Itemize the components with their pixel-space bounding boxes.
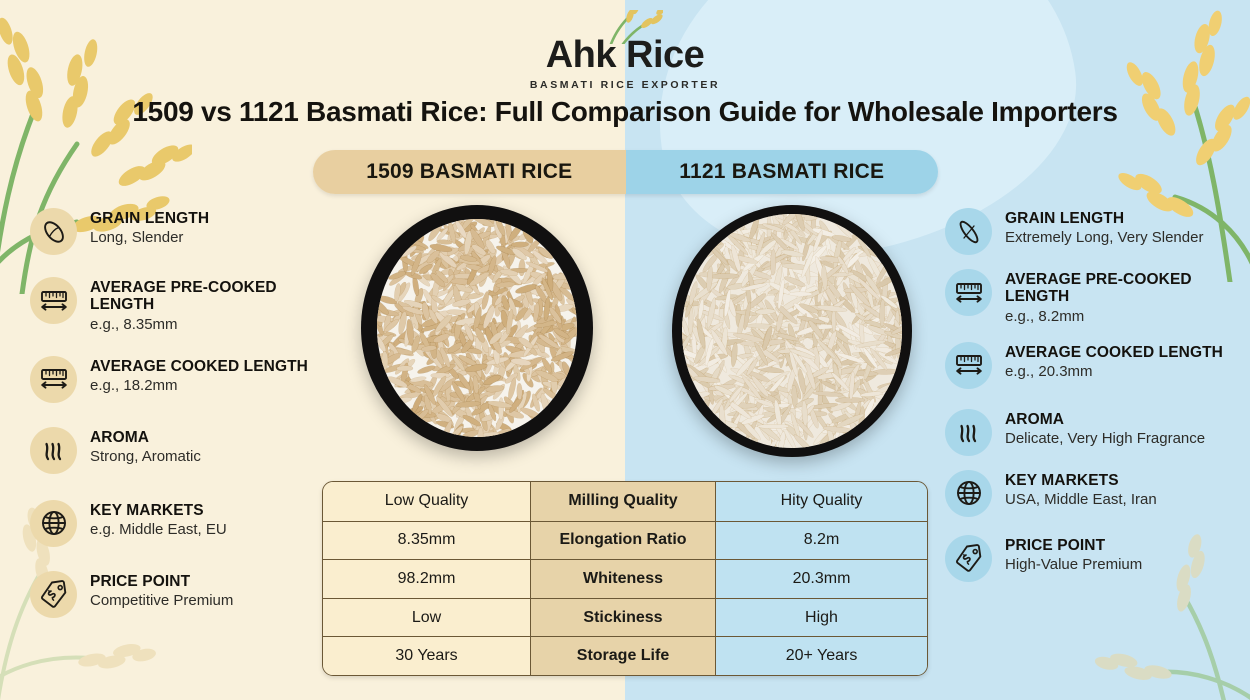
feature-description: e.g. Middle East, EU — [90, 521, 227, 539]
feature-description: Long, Slender — [90, 229, 184, 247]
right-feature-aroma: AROMA Delicate, Very High Fragrance — [945, 408, 1245, 456]
bowl-1509-image — [361, 205, 593, 451]
table-cell-1121: 8.2m — [716, 521, 927, 560]
table-row: 98.2mm Whiteness 20.3mm — [323, 559, 927, 598]
feature-description: e.g., 20.3mm — [1005, 363, 1093, 381]
feature-title: KEY MARKETS — [1005, 471, 1119, 489]
tab-1121-basmati[interactable]: 1121 BASMATI RICE — [625, 150, 938, 194]
feature-description: e.g., 8.35mm — [90, 315, 178, 333]
table-row: 30 Years Storage Life 20+ Years — [323, 636, 927, 675]
right-feature-average-cooked-length: AVERAGE COOKED LENGTH e.g., 20.3mm — [945, 341, 1245, 389]
feature-text: KEY MARKETS USA, Middle East, Iran — [1005, 470, 1157, 509]
features-1121-list: GRAIN LENGTH Extremely Long, Very Slender… — [945, 208, 1245, 596]
right-feature-key-markets: KEY MARKETS USA, Middle East, Iran — [945, 469, 1245, 517]
table-cell-1509: 30 Years — [323, 637, 530, 675]
table-cell-1509: 98.2mm — [323, 560, 530, 598]
brand-tagline: BASMATI RICE EXPORTER — [529, 79, 721, 91]
table-cell-attribute: Elongation Ratio — [530, 521, 716, 560]
feature-text: KEY MARKETS e.g. Middle East, EU — [90, 500, 227, 539]
globe-icon — [945, 469, 992, 517]
rice-grains-1121 — [682, 214, 902, 448]
ruler-icon — [30, 355, 77, 403]
feature-text: PRICE POINT Competitive Premium — [90, 571, 233, 610]
feature-description: e.g., 8.2mm — [1005, 307, 1085, 325]
feature-description: e.g., 18.2mm — [90, 377, 178, 395]
feature-text: GRAIN LENGTH Extremely Long, Very Slender — [1005, 208, 1203, 247]
feature-description: Competitive Premium — [90, 592, 234, 610]
left-feature-key-markets: KEY MARKETS e.g. Middle East, EU — [30, 499, 330, 547]
table-row: Low Stickiness High — [323, 597, 927, 637]
feature-description: Extremely Long, Very Slender — [1005, 229, 1204, 247]
feature-title: KEY MARKETS — [90, 501, 204, 519]
right-feature-grain-length: GRAIN LENGTH Extremely Long, Very Slender — [945, 208, 1245, 255]
feature-title: AROMA — [90, 428, 150, 446]
feature-title: PRICE POINT — [1005, 536, 1106, 554]
ruler-icon — [30, 277, 77, 324]
price-tag-icon — [30, 570, 77, 618]
feature-description: High-Value Premium — [1005, 556, 1143, 574]
bowl-1121-image — [672, 205, 912, 457]
table-cell-1121: Hity Quality — [716, 482, 927, 521]
price-tag-icon — [945, 534, 992, 582]
bowl-1121-rice — [682, 214, 902, 448]
feature-title: GRAIN LENGTH — [1005, 210, 1125, 227]
feature-text: AROMA Delicate, Very High Fragrance — [1005, 409, 1205, 448]
bowl-1509-rice — [377, 219, 577, 437]
table-cell-1509: 8.35mm — [323, 521, 530, 560]
feature-title: AROMA — [1005, 410, 1065, 428]
feature-text: GRAIN LENGTH Long, Slender — [90, 208, 209, 247]
feature-description: Delicate, Very High Fragrance — [1005, 430, 1206, 448]
brand-logo: Ahk Rice BASMATI RICE EXPORTER — [0, 10, 1250, 91]
feature-title: AVERAGE COOKED LENGTH — [1005, 343, 1223, 361]
feature-text: PRICE POINT High-Value Premium — [1005, 535, 1142, 574]
table-cell-attribute: Milling Quality — [530, 482, 716, 521]
feature-title: AVERAGE COOKED LENGTH — [90, 357, 308, 375]
feature-title: PRICE POINT — [90, 572, 191, 590]
table-row: Low Quality Milling Quality Hity Quality — [323, 482, 927, 521]
feature-description: Strong, Aromatic — [90, 448, 201, 466]
feature-text: AVERAGE COOKED LENGTH e.g., 20.3mm — [1005, 342, 1223, 381]
table-cell-attribute: Storage Life — [530, 637, 716, 675]
globe-icon — [30, 499, 77, 547]
features-1509-list: GRAIN LENGTH Long, Slender AVERAGE PRE-CO… — [30, 208, 330, 632]
left-feature-aroma: AROMA Strong, Aromatic — [30, 426, 330, 474]
feature-title: AVERAGE PRE-COOKED LENGTH — [90, 279, 277, 314]
feature-title: AVERAGE PRE-COOKED LENGTH — [1005, 271, 1192, 306]
table-cell-1509: Low — [323, 598, 530, 637]
table-cell-1509: Low Quality — [323, 482, 530, 521]
ruler-icon — [945, 269, 992, 316]
rice-grain-icon — [30, 208, 77, 255]
tab-1509-basmati[interactable]: 1509 BASMATI RICE — [313, 150, 626, 194]
aroma-steam-icon — [30, 426, 77, 474]
feature-title: GRAIN LENGTH — [90, 210, 210, 227]
table-cell-attribute: Whiteness — [530, 560, 716, 598]
page-title: 1509 vs 1121 Basmati Rice: Full Comparis… — [132, 96, 1118, 127]
rice-grains-1509 — [377, 219, 577, 437]
right-feature-price-point: PRICE POINT High-Value Premium — [945, 534, 1245, 582]
aroma-steam-icon — [945, 408, 992, 456]
table-cell-attribute: Stickiness — [530, 598, 716, 637]
table-row: 8.35mm Elongation Ratio 8.2m — [323, 520, 927, 560]
table-cell-1121: 20.3mm — [716, 560, 927, 598]
feature-text: AVERAGE COOKED LENGTH e.g., 18.2mm — [90, 356, 308, 395]
feature-description: USA, Middle East, Iran — [1005, 491, 1157, 509]
table-cell-1121: High — [716, 598, 927, 637]
feature-text: AVERAGE PRE-COOKED LENGTH e.g., 8.35mm — [90, 277, 330, 334]
rice-grain-icon — [945, 208, 992, 255]
left-feature-average-pre-cooked-length: AVERAGE PRE-COOKED LENGTH e.g., 8.35mm — [30, 277, 330, 334]
rice-stalk-icon — [565, 10, 685, 44]
left-feature-price-point: PRICE POINT Competitive Premium — [30, 570, 330, 618]
feature-text: AROMA Strong, Aromatic — [90, 427, 201, 466]
ruler-icon — [945, 341, 992, 389]
right-feature-average-pre-cooked-length: AVERAGE PRE-COOKED LENGTH e.g., 8.2mm — [945, 269, 1245, 326]
table-cell-1121: 20+ Years — [716, 637, 927, 675]
variety-tab-bar: 1509 BASMATI RICE 1121 BASMATI RICE — [313, 150, 938, 194]
left-feature-average-cooked-length: AVERAGE COOKED LENGTH e.g., 18.2mm — [30, 355, 330, 403]
left-feature-grain-length: GRAIN LENGTH Long, Slender — [30, 208, 330, 255]
comparison-table: Low Quality Milling Quality Hity Quality 8.… — [322, 481, 928, 676]
feature-text: AVERAGE PRE-COOKED LENGTH e.g., 8.2mm — [1005, 269, 1245, 326]
